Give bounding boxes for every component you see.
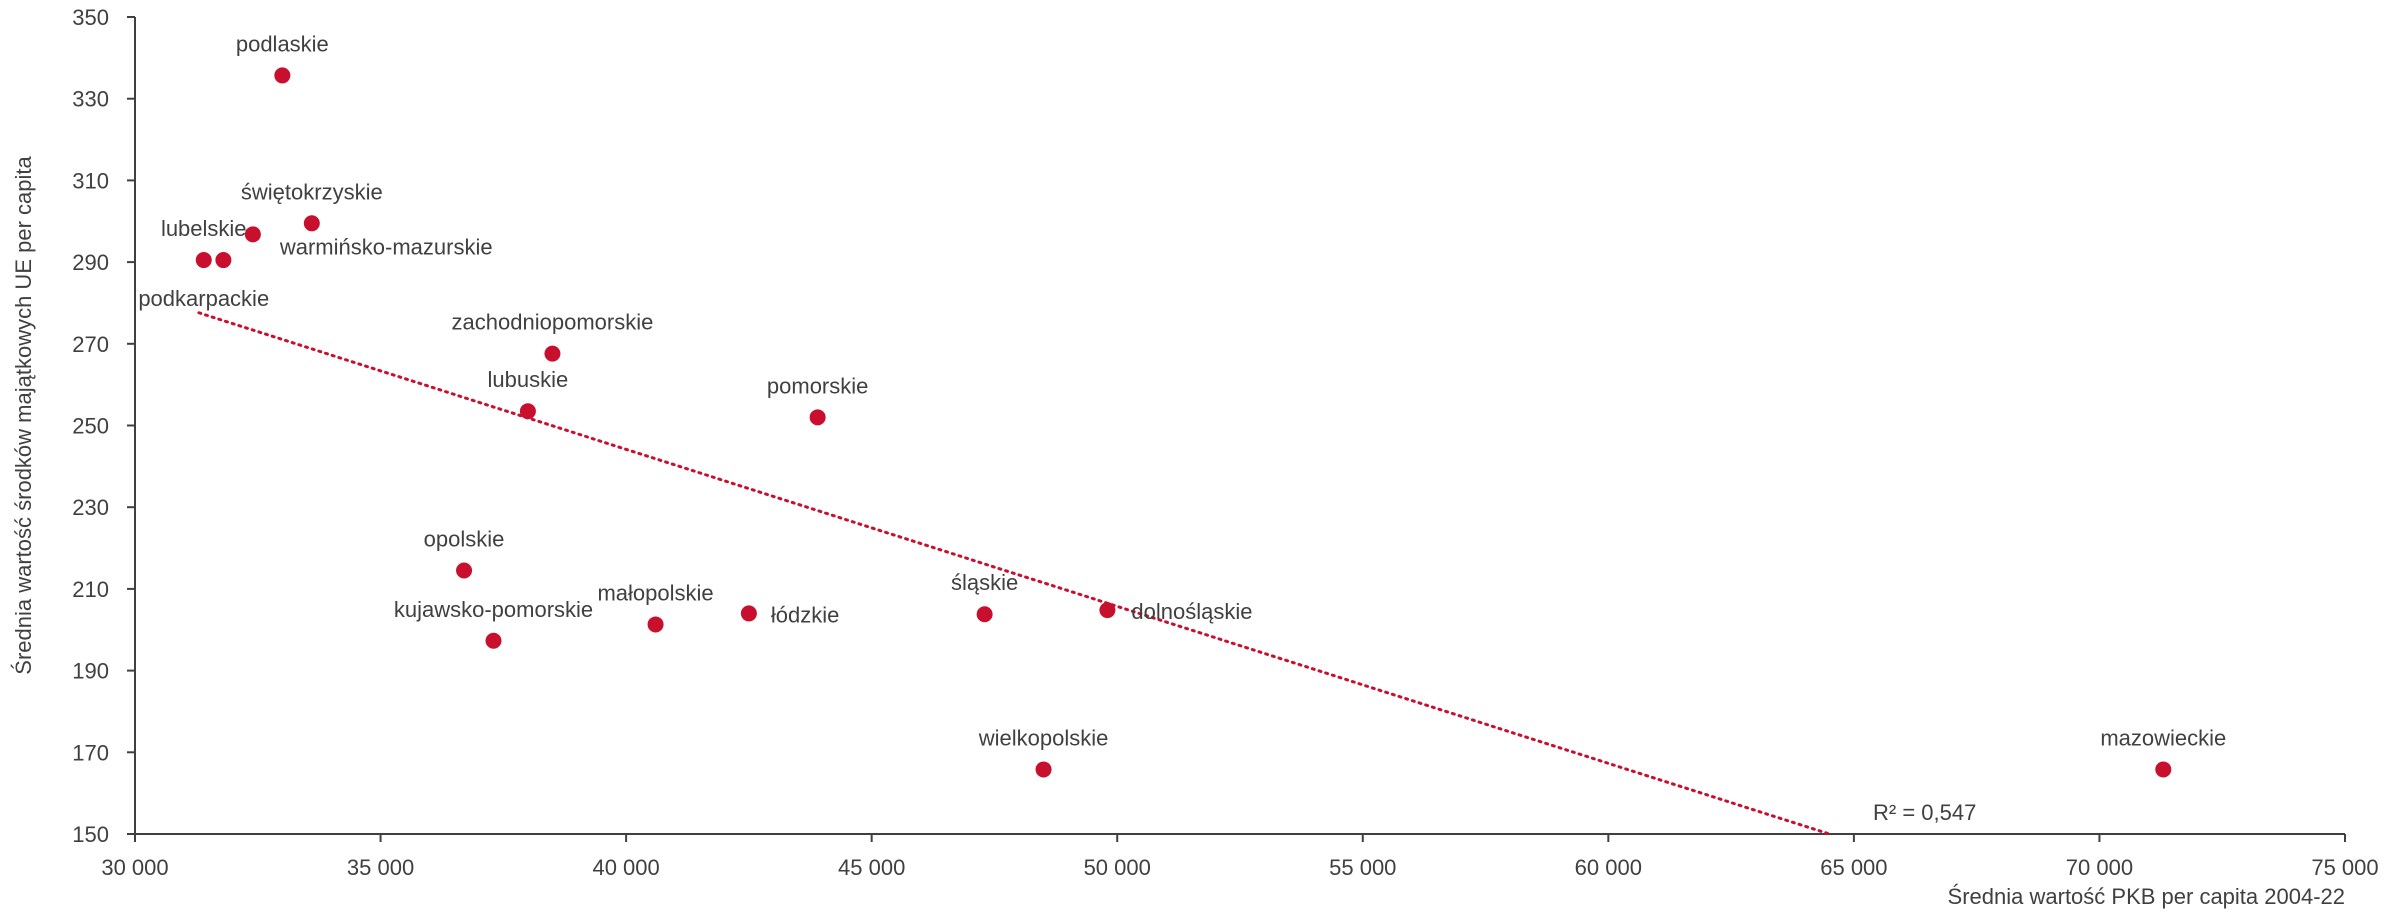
x-tick-label: 70 000 xyxy=(2066,855,2133,880)
point-labels: podlaskie świętokrzyskie warmińsko-mazursk… xyxy=(138,31,2226,750)
y-tick-label: 270 xyxy=(72,332,109,357)
data-points xyxy=(195,67,2172,778)
data-point-label: kujawsko-pomorskie xyxy=(394,597,593,622)
data-point-label: łódzkie xyxy=(771,602,839,627)
data-point xyxy=(215,252,232,269)
data-point xyxy=(456,562,473,579)
x-tick-label: 55 000 xyxy=(1329,855,1396,880)
data-point xyxy=(809,409,826,426)
x-tick-label: 30 000 xyxy=(101,855,168,880)
y-tick-label: 170 xyxy=(72,740,109,765)
x-tick-label: 50 000 xyxy=(1084,855,1151,880)
data-point xyxy=(740,605,757,622)
data-point-label: małopolskie xyxy=(597,580,713,605)
y-axis-title: Średnia wartość środków majątkowych UE p… xyxy=(11,156,36,675)
data-point-label: lubuskie xyxy=(488,367,569,392)
data-point xyxy=(976,606,993,623)
data-point xyxy=(519,403,536,420)
data-point-label: podkarpackie xyxy=(138,286,269,311)
data-point-label: opolskie xyxy=(424,527,505,552)
x-axis-ticks: 30 000 35 000 40 000 45 000 50 000 55 000 60 0… xyxy=(101,834,2379,880)
x-axis-title: Średnia wartość PKB per capita 2004-22 xyxy=(1948,884,2345,909)
data-point-label: warmińsko-mazurskie xyxy=(279,234,493,259)
data-point-label: wielkopolskie xyxy=(978,725,1109,750)
x-tick-label: 45 000 xyxy=(838,855,905,880)
x-tick-label: 75 000 xyxy=(2311,855,2378,880)
data-point-label: śląskie xyxy=(951,570,1018,595)
data-point xyxy=(274,67,291,84)
data-point xyxy=(647,616,664,633)
y-tick-label: 190 xyxy=(72,659,109,684)
data-point-label: mazowieckie xyxy=(2100,725,2226,750)
data-point-label: lubelskie xyxy=(161,216,247,241)
data-point-label: pomorskie xyxy=(767,373,868,398)
y-tick-label: 350 xyxy=(72,5,109,30)
r-squared-label: R² = 0,547 xyxy=(1873,800,1976,825)
data-point xyxy=(195,252,212,269)
y-tick-label: 230 xyxy=(72,495,109,520)
data-point-label: podlaskie xyxy=(236,31,329,56)
x-tick-label: 65 000 xyxy=(1820,855,1887,880)
y-tick-label: 250 xyxy=(72,414,109,439)
data-point xyxy=(485,632,502,649)
data-point xyxy=(1035,761,1052,778)
x-tick-label: 40 000 xyxy=(592,855,659,880)
y-tick-label: 150 xyxy=(72,822,109,847)
x-tick-label: 35 000 xyxy=(347,855,414,880)
data-point xyxy=(2155,761,2172,778)
data-point-label: zachodniopomorskie xyxy=(452,310,654,335)
y-tick-label: 310 xyxy=(72,168,109,193)
data-point-label: świętokrzyskie xyxy=(241,179,383,204)
y-tick-label: 290 xyxy=(72,250,109,275)
data-point xyxy=(244,226,261,243)
data-point xyxy=(303,215,320,232)
data-point-label: dolnośląskie xyxy=(1131,599,1252,624)
data-point xyxy=(1099,602,1116,619)
x-tick-label: 60 000 xyxy=(1575,855,1642,880)
y-axis-ticks: 150 170 190 210 230 250 270 290 310 330 350 xyxy=(72,5,135,847)
y-tick-label: 210 xyxy=(72,577,109,602)
data-point xyxy=(544,345,561,362)
trendline xyxy=(197,311,1831,836)
y-tick-label: 330 xyxy=(72,87,109,112)
